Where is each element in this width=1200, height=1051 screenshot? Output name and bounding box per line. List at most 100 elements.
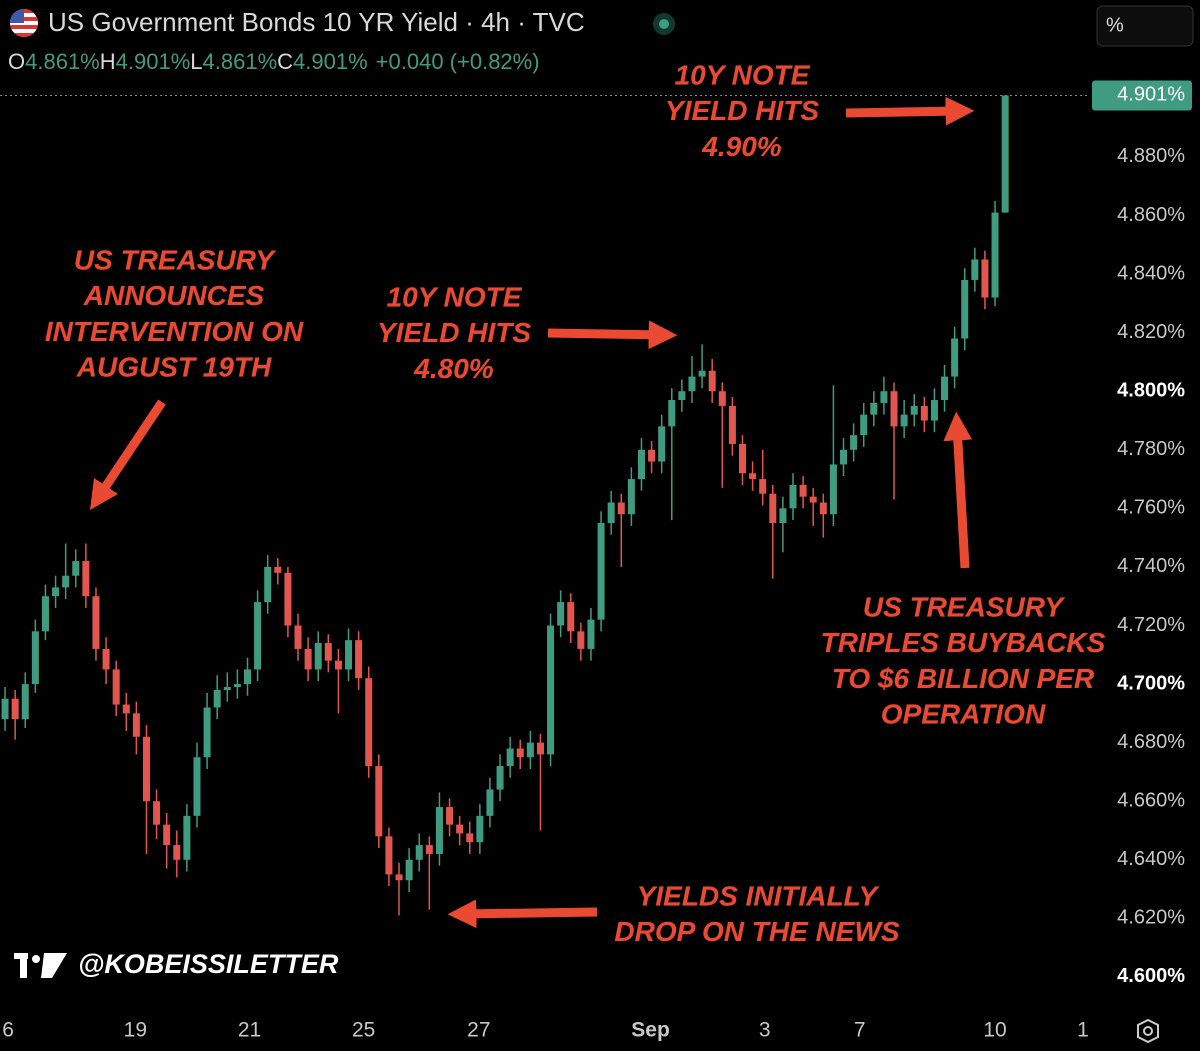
candle-body xyxy=(587,619,595,649)
annotation: 4.80% xyxy=(413,353,493,384)
candle-body xyxy=(557,602,565,626)
annotation: DROP ON THE NEWS xyxy=(614,916,900,947)
y-tick-label: 4.600% xyxy=(1117,965,1185,987)
candle-body xyxy=(92,596,100,649)
arrow xyxy=(447,899,598,929)
candle-body xyxy=(799,484,807,497)
x-tick-label: 27 xyxy=(467,1019,490,1042)
candle-body xyxy=(516,748,524,758)
legend-key: C xyxy=(277,49,293,74)
y-tick-label: 4.740% xyxy=(1117,555,1185,577)
candle-body xyxy=(435,807,443,854)
candle-body xyxy=(122,704,130,714)
annotation: YIELD HITS xyxy=(665,95,819,126)
candle-body xyxy=(981,259,989,298)
candle-body xyxy=(759,479,767,494)
candle-body xyxy=(941,376,949,401)
candle-body xyxy=(597,523,605,620)
unit-button-label[interactable]: % xyxy=(1106,14,1124,36)
y-tick-label: 4.880% xyxy=(1117,145,1185,167)
candle-body xyxy=(880,391,888,403)
candle-body xyxy=(1,698,9,720)
legend-value: 4.861% xyxy=(25,49,100,74)
candle-body xyxy=(254,602,262,670)
y-tick-label: 4.640% xyxy=(1117,848,1185,870)
candle-body xyxy=(314,643,322,670)
candle-body xyxy=(627,479,635,515)
legend-value: +0.040 (+0.82%) xyxy=(376,49,540,74)
legend-key: O xyxy=(8,49,25,74)
candle-body xyxy=(405,859,413,881)
arrows xyxy=(90,96,975,929)
legend-key: H xyxy=(100,49,116,74)
ohlc-legend: O4.861%H4.901%L4.861%C4.901% +0.040 (+0.8… xyxy=(8,49,540,74)
candle-body xyxy=(284,572,292,626)
annotation: TO $6 BILLION PER xyxy=(832,663,1095,694)
y-tick-label: 4.680% xyxy=(1117,731,1185,753)
y-tick-label: 4.620% xyxy=(1117,907,1185,929)
candle-body xyxy=(860,414,868,436)
candle-body xyxy=(193,757,201,816)
candle-body xyxy=(415,845,423,860)
y-tick-label: 4.700% xyxy=(1117,672,1185,694)
candle-body xyxy=(375,766,383,837)
candle-body xyxy=(31,631,39,685)
candle-body xyxy=(163,824,171,846)
annotation: 10Y NOTE xyxy=(387,281,523,312)
x-tick-label: 21 xyxy=(238,1019,261,1042)
candle-body xyxy=(698,370,706,377)
candle-body xyxy=(617,502,625,515)
candle-body xyxy=(304,648,312,670)
candle-body xyxy=(961,279,969,339)
candle-body xyxy=(708,370,716,392)
last-price-label: 4.901% xyxy=(1117,84,1185,106)
candle-body xyxy=(920,405,928,421)
candle-body xyxy=(173,845,181,860)
candle-body xyxy=(153,801,161,825)
candle-body xyxy=(243,669,251,685)
x-tick-label: 19 xyxy=(124,1019,147,1042)
unit-button[interactable] xyxy=(1096,5,1194,47)
candle-body xyxy=(102,648,110,670)
candle-body xyxy=(486,789,494,816)
candle-body xyxy=(829,464,837,515)
settings-icon[interactable] xyxy=(1137,1018,1159,1044)
y-tick-label: 4.720% xyxy=(1117,614,1185,636)
candle-body xyxy=(395,874,403,881)
annotation: YIELD HITS xyxy=(377,317,531,348)
annotation: YIELDS INITIALLY xyxy=(637,880,880,911)
annotation: US TREASURY xyxy=(74,244,277,275)
candle-body xyxy=(840,449,848,465)
arrow xyxy=(90,399,166,510)
y-tick-label: 4.760% xyxy=(1117,497,1185,519)
candle-body xyxy=(637,449,645,480)
candle-body xyxy=(1001,95,1009,213)
candle-body xyxy=(718,391,726,406)
candle-body xyxy=(658,426,666,462)
candle-body xyxy=(769,493,777,524)
y-tick-label: 4.780% xyxy=(1117,438,1185,460)
candle-body xyxy=(749,473,757,480)
candle-body xyxy=(223,686,231,690)
candle-body xyxy=(870,402,878,415)
candle-body xyxy=(738,443,746,474)
candle-body xyxy=(910,405,918,415)
candle-body xyxy=(274,566,282,573)
candle-body xyxy=(324,643,332,661)
candle-body xyxy=(183,815,191,860)
x-tick-label: 1 xyxy=(1077,1019,1089,1042)
candle-body xyxy=(203,707,211,758)
candle-body xyxy=(526,742,534,758)
x-tick-label: Sep xyxy=(631,1019,670,1042)
candle-body xyxy=(496,766,504,790)
candle-body xyxy=(213,689,221,708)
x-tick-label: 10 xyxy=(983,1019,1006,1042)
candle-body xyxy=(446,807,454,825)
candle-body xyxy=(112,669,120,705)
candle-body xyxy=(850,435,858,450)
candle-body xyxy=(930,400,938,421)
legend-value: 4.901% xyxy=(116,49,191,74)
x-tick-label: 7 xyxy=(854,1019,866,1042)
tv-logo xyxy=(14,953,67,978)
